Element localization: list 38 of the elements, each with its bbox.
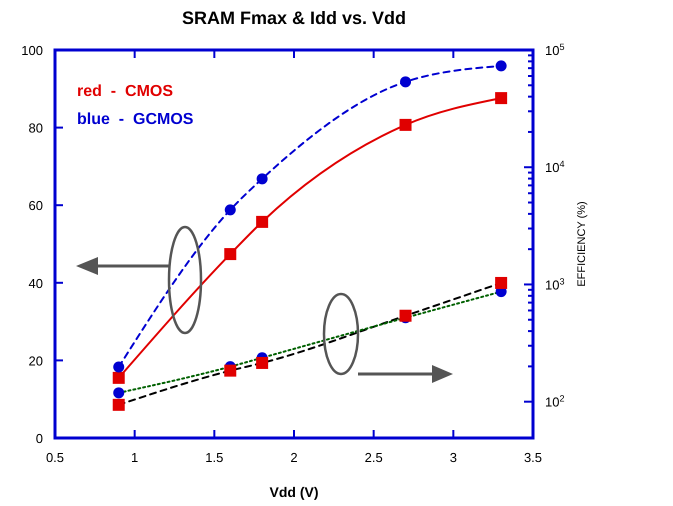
point bbox=[495, 276, 508, 289]
point bbox=[113, 387, 124, 398]
point bbox=[400, 118, 412, 131]
point bbox=[224, 204, 236, 216]
point bbox=[400, 310, 412, 322]
chart-title: SRAM Fmax & Idd vs. Vdd bbox=[182, 8, 406, 28]
point bbox=[400, 76, 412, 88]
y2-tick-label: 10$^{3}$ bbox=[545, 276, 565, 292]
y-tick-label: 20 bbox=[28, 353, 43, 368]
x-tick-label: 1.5 bbox=[205, 450, 224, 465]
text: red - CMOS bbox=[77, 83, 174, 100]
y-tick-label: 60 bbox=[28, 198, 43, 214]
text: blue - GCMOS bbox=[77, 111, 194, 128]
x-tick-label: 0.5 bbox=[46, 450, 64, 465]
x-tick-label: 2 bbox=[290, 450, 298, 465]
x-axis-title: Vdd (V) bbox=[270, 484, 318, 500]
y-tick-label: 80 bbox=[28, 120, 43, 136]
y2-axis-title: EFFICIENCY (%) bbox=[576, 201, 588, 287]
y2-tick-label: 10$^{2}$ bbox=[545, 394, 565, 410]
y-tick-label: 0 bbox=[36, 431, 43, 446]
point bbox=[112, 372, 125, 384]
point bbox=[256, 216, 268, 228]
y-tick-label: 40 bbox=[28, 276, 43, 291]
x-tick-label: 3 bbox=[450, 450, 457, 465]
point bbox=[113, 361, 124, 372]
y2-tick-label: 10$^{5}$ bbox=[545, 42, 565, 58]
x-tick-label: 3.5 bbox=[524, 450, 542, 465]
point bbox=[496, 60, 507, 72]
y2-tick-label: 10$^{4}$ bbox=[545, 159, 565, 176]
point bbox=[224, 248, 236, 260]
point bbox=[495, 92, 508, 104]
point bbox=[224, 364, 236, 377]
y-tick-label: 100 bbox=[21, 43, 43, 58]
point bbox=[256, 356, 268, 369]
x-tick-label: 1 bbox=[131, 450, 138, 465]
point bbox=[112, 398, 125, 411]
point bbox=[256, 173, 268, 184]
x-tick-label: 2.5 bbox=[364, 450, 383, 465]
